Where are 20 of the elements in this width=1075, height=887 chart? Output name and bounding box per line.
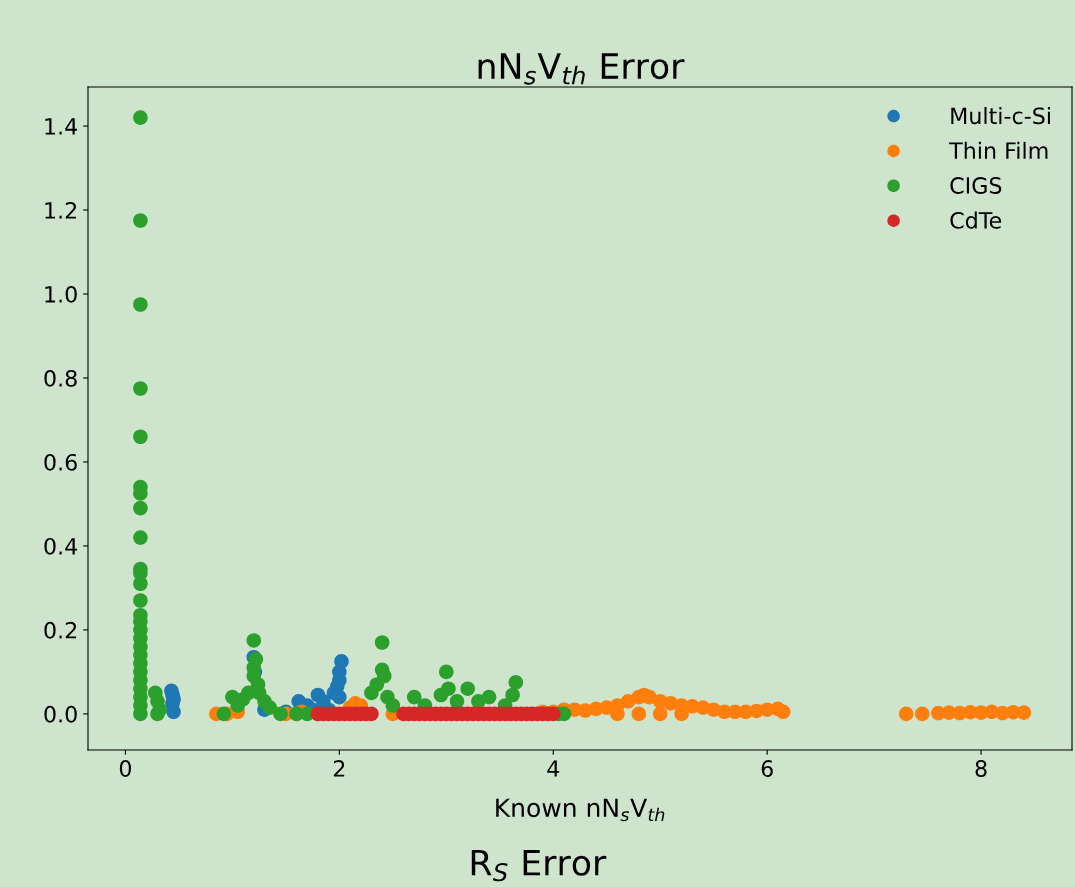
y-tick-label: 0.6: [44, 453, 77, 471]
x-axis-title: Known nN$_{s}$V$_{th}$: [496, 798, 665, 822]
legend-label: Multi-c-Si: [951, 107, 1050, 125]
y-tick-label: 1.2: [45, 201, 77, 219]
chart-title: nN$_{s}$V$_{th}$ Error: [478, 53, 685, 85]
y-tick-label: 0.2: [44, 621, 77, 639]
legend-label: Thin Film: [949, 141, 1048, 159]
text: R$_{S}$ Error: [471, 850, 607, 882]
x-tick-label: 0: [119, 760, 132, 777]
legend-label: CIGS: [950, 177, 1002, 194]
legend-label: CdTe: [950, 211, 1002, 229]
y-tick-label: 1.0: [45, 285, 77, 303]
y-tick-label: 0.0: [44, 705, 77, 723]
y-tick-label: 0.8: [44, 369, 77, 387]
x-tick-label: 4: [547, 760, 560, 777]
x-tick-label: 6: [761, 760, 773, 777]
x-tick-label: 8: [975, 760, 987, 777]
x-tick-label: 2: [333, 760, 345, 777]
y-tick-label: 1.4: [45, 118, 78, 135]
y-tick-label: 0.4: [44, 537, 78, 555]
